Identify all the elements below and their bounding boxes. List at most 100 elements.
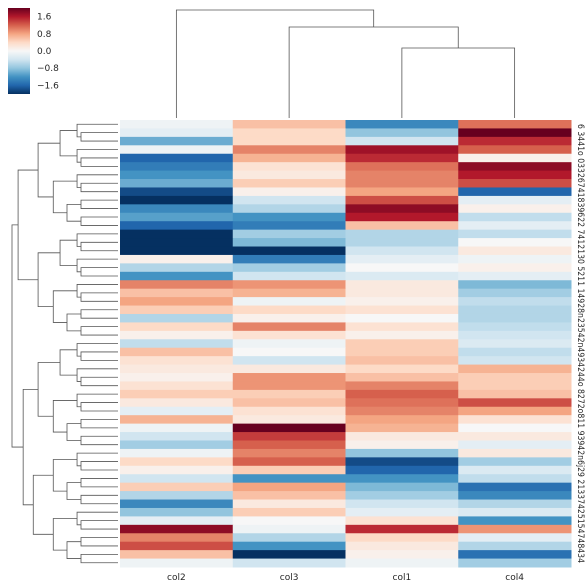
heatmap-cell: [458, 187, 572, 197]
heatmap-cell: [458, 162, 572, 172]
row-dendrogram-link: [32, 474, 54, 535]
heatmap-cell: [458, 170, 572, 180]
row-dendrogram-link: [59, 239, 78, 266]
heatmap-cell: [232, 406, 346, 416]
heatmap-cell: [458, 153, 572, 163]
heatmap-cell: [458, 389, 572, 399]
heatmap-cell: [345, 423, 459, 433]
heatmap-cell: [345, 153, 459, 163]
heatmap-cell: [458, 288, 572, 298]
row-dendrogram-link: [80, 309, 118, 319]
heatmap-cell: [120, 474, 234, 484]
heatmap-cell: [232, 499, 346, 509]
heatmap-cell: [345, 238, 459, 248]
heatmap-cell: [120, 288, 234, 298]
heatmap-cell: [345, 533, 459, 543]
heatmap-cell: [458, 254, 572, 264]
row-dendrogram-link: [52, 518, 78, 551]
heatmap-cell: [345, 162, 459, 172]
heatmap-cell: [232, 212, 346, 222]
heatmap-cell: [120, 246, 234, 256]
heatmap-cell: [345, 288, 459, 298]
heatmap-cell: [120, 398, 234, 408]
heatmap-cell: [458, 516, 572, 526]
heatmap-cell: [458, 550, 572, 560]
colorbar-tick-label: 0.8: [37, 30, 52, 40]
heatmap-cell: [458, 339, 572, 349]
heatmap-cell: [232, 280, 346, 290]
heatmap-cell: [345, 541, 459, 551]
heatmap-cell: [458, 432, 572, 441]
row-dendrogram-link: [66, 203, 81, 222]
row-dendrogram-link: [80, 402, 118, 412]
heatmap-cell: [120, 322, 234, 332]
heatmap-cell: [345, 491, 459, 501]
heatmap-cell: [232, 432, 346, 441]
heatmap-cell: [345, 465, 459, 475]
heatmap-cell: [120, 423, 234, 433]
heatmap-cell: [345, 457, 459, 467]
heatmap-cell: [120, 128, 234, 138]
heatmap-cell: [120, 271, 234, 281]
colorbar-tick-label: 1.6: [37, 13, 52, 23]
heatmap-cell: [458, 381, 572, 391]
heatmap-cell: [345, 550, 459, 560]
row-dendrogram-link: [76, 174, 118, 188]
heatmap-cell: [232, 204, 346, 214]
heatmap-cell: [120, 389, 234, 399]
heatmap-cell: [232, 457, 346, 467]
heatmap-cell: [120, 187, 234, 197]
heatmap-cell: [120, 499, 234, 509]
heatmap-cell: [345, 204, 459, 214]
colorbar-tick-label: 0.0: [37, 47, 52, 57]
heatmap-cell: [345, 212, 459, 222]
heatmap-cell: [345, 507, 459, 517]
heatmap-cell: [120, 432, 234, 441]
heatmap-cell: [458, 482, 572, 492]
heatmap-cell: [458, 440, 572, 450]
row-dendrogram-link: [52, 180, 78, 214]
heatmap-cell: [458, 280, 572, 290]
heatmap-cell: [120, 558, 234, 568]
heatmap-cell: [232, 128, 346, 138]
heatmap-cell: [120, 221, 234, 231]
heatmap-cell: [458, 347, 572, 357]
heatmap-cell: [232, 398, 346, 408]
row-labels: 6 3441o 03326741839622 7412130 5211 1492…: [575, 124, 585, 563]
heatmap-cell: [232, 423, 346, 433]
heatmap-cell: [458, 541, 572, 551]
heatmap-cell: [232, 238, 346, 248]
heatmap-cell: [120, 356, 234, 366]
heatmap-cell: [120, 305, 234, 315]
row-dendrogram-link: [11, 224, 24, 448]
heatmap-cell: [345, 415, 459, 425]
heatmap-cell: [458, 533, 572, 543]
row-dendrogram-link: [76, 511, 118, 526]
heatmap-cell: [120, 170, 234, 180]
heatmap-cell: [232, 229, 346, 239]
heatmap-cell: [345, 246, 459, 256]
heatmap-cell: [458, 238, 572, 248]
heatmap-cell: [120, 465, 234, 475]
row-dendrogram-link: [80, 520, 118, 530]
heatmap-cell: [232, 297, 346, 307]
heatmap-cell: [345, 524, 459, 534]
heatmap-cell: [345, 305, 459, 315]
heatmap-cell: [458, 524, 572, 534]
heatmap-cell: [232, 305, 346, 315]
heatmap-cell: [120, 263, 234, 273]
heatmap-cell: [458, 246, 572, 256]
row-dendrogram-link: [37, 252, 61, 308]
heatmap-cell: [232, 313, 346, 323]
heatmap-cell: [120, 516, 234, 526]
heatmap-cell: [458, 120, 572, 129]
heatmap-cell: [120, 136, 234, 146]
row-dendrogram-link: [66, 482, 81, 500]
heatmap-cell: [120, 406, 234, 416]
row-dendrogram-link: [52, 290, 78, 323]
heatmap-cell: [458, 297, 572, 307]
heatmap-cell: [232, 288, 346, 298]
column-dendrogram-link: [401, 47, 516, 118]
row-dendrogram-link: [80, 351, 118, 361]
